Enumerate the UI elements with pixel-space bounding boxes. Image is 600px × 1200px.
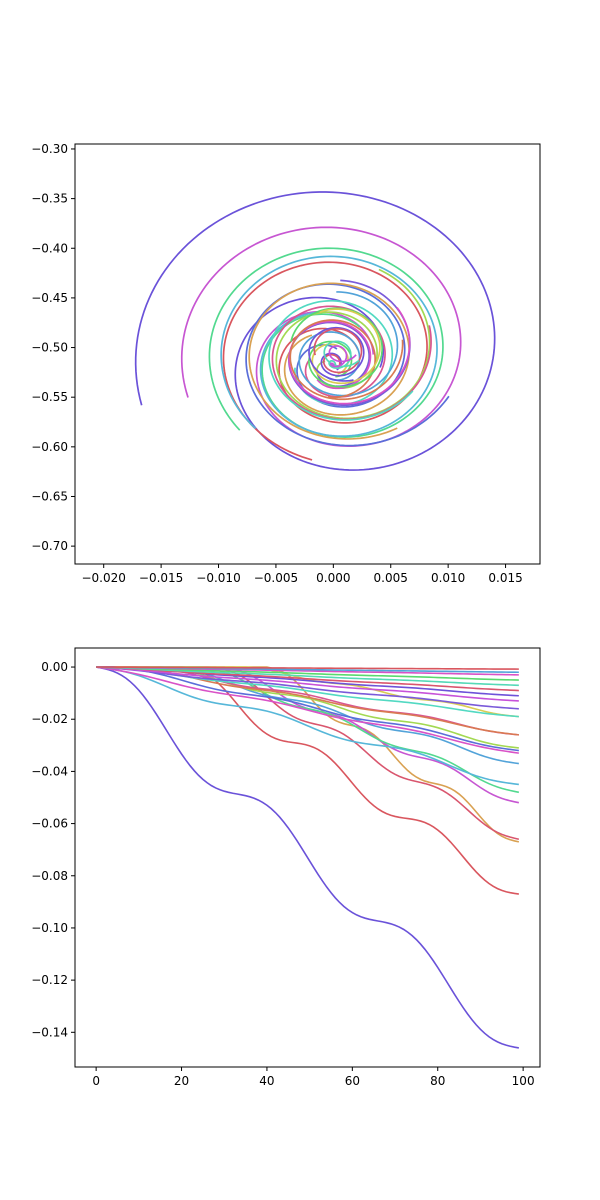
spiral-x-axis: −0.020 −0.015 −0.010 −0.005 0.000 0.005 0.010 0… (81, 564, 523, 585)
spiral-plot-frame (74, 143, 541, 565)
timeseries-plot: 0 20 40 60 80 100 0.00 −0.02 −0.04 −0.06 −0.08 −0.… (31, 647, 541, 1088)
y-tick-label: −0.06 (31, 817, 68, 831)
y-tick-label: −0.14 (31, 1025, 68, 1039)
x-tick-label: −0.010 (196, 571, 240, 585)
timeseries-series-line-15 (96, 666, 519, 710)
timeseries-series-line-23 (96, 666, 519, 670)
y-tick-label: −0.65 (31, 489, 68, 503)
spiral-series-group (134, 191, 496, 471)
timeseries-series-line-0 (95, 666, 520, 1049)
y-tick-label: −0.50 (31, 341, 68, 355)
timeseries-series-line-18 (96, 666, 519, 692)
x-tick-label: −0.015 (139, 571, 183, 585)
y-tick-label: −0.12 (31, 973, 68, 987)
timeseries-x-axis: 0 20 40 60 80 100 (92, 1067, 535, 1088)
x-tick-label: 0.005 (374, 571, 408, 585)
timeseries-series-line-9 (96, 666, 519, 752)
x-tick-label: 60 (345, 1074, 360, 1088)
spiral-series-line-15 (311, 308, 381, 385)
y-tick-label: −0.35 (31, 192, 68, 206)
y-tick-label: −0.70 (31, 539, 68, 553)
x-tick-label: 80 (430, 1074, 445, 1088)
x-tick-label: 0.010 (431, 571, 465, 585)
y-tick-label: 0.00 (41, 660, 68, 674)
y-tick-label: −0.45 (31, 291, 68, 305)
x-tick-label: 20 (174, 1074, 189, 1088)
x-tick-label: 0.000 (316, 571, 350, 585)
spiral-series-line-0 (134, 191, 496, 471)
y-tick-label: −0.10 (31, 921, 68, 935)
y-tick-label: −0.02 (31, 712, 68, 726)
spiral-series-line-6 (248, 282, 410, 440)
spiral-series-line-16 (308, 326, 365, 382)
spiral-series-line-19 (328, 345, 357, 368)
spiral-y-axis: −0.30 −0.35 −0.40 −0.45 −0.50 −0.55 −0.60 −0.65… (31, 142, 75, 553)
y-tick-label: −0.30 (31, 142, 68, 156)
x-tick-label: 0 (92, 1074, 100, 1088)
y-tick-label: −0.60 (31, 440, 68, 454)
timeseries-series-line-16 (96, 666, 519, 702)
x-tick-label: −0.020 (81, 571, 125, 585)
y-tick-label: −0.55 (31, 390, 68, 404)
timeseries-series-line-6 (96, 666, 519, 786)
y-tick-label: −0.08 (31, 869, 68, 883)
timeseries-plot-frame (74, 647, 541, 1068)
spiral-series-line-3 (208, 247, 444, 438)
spiral-series-line-17 (313, 328, 363, 374)
y-tick-label: −0.40 (31, 241, 68, 255)
spiral-series-line-13 (289, 319, 404, 401)
spiral-series-line-12 (298, 291, 399, 397)
spiral-series-line-5 (220, 255, 438, 437)
x-tick-label: 100 (512, 1074, 535, 1088)
y-tick-label: −0.04 (31, 764, 68, 778)
spiral-plot: −0.020 −0.015 −0.010 −0.005 0.000 0.005 0.010 0… (31, 142, 541, 585)
timeseries-y-axis: 0.00 −0.02 −0.04 −0.06 −0.08 −0.10 −0.12 −0.14 (31, 660, 75, 1039)
x-tick-label: −0.005 (254, 571, 298, 585)
timeseries-series-line-8 (96, 666, 519, 754)
timeseries-series-group (95, 666, 520, 1049)
timeseries-series-line-19 (96, 666, 519, 687)
timeseries-series-line-20 (96, 666, 519, 681)
spiral-series-line-4 (245, 283, 450, 447)
x-tick-label: 0.015 (488, 571, 522, 585)
x-tick-label: 40 (259, 1074, 274, 1088)
